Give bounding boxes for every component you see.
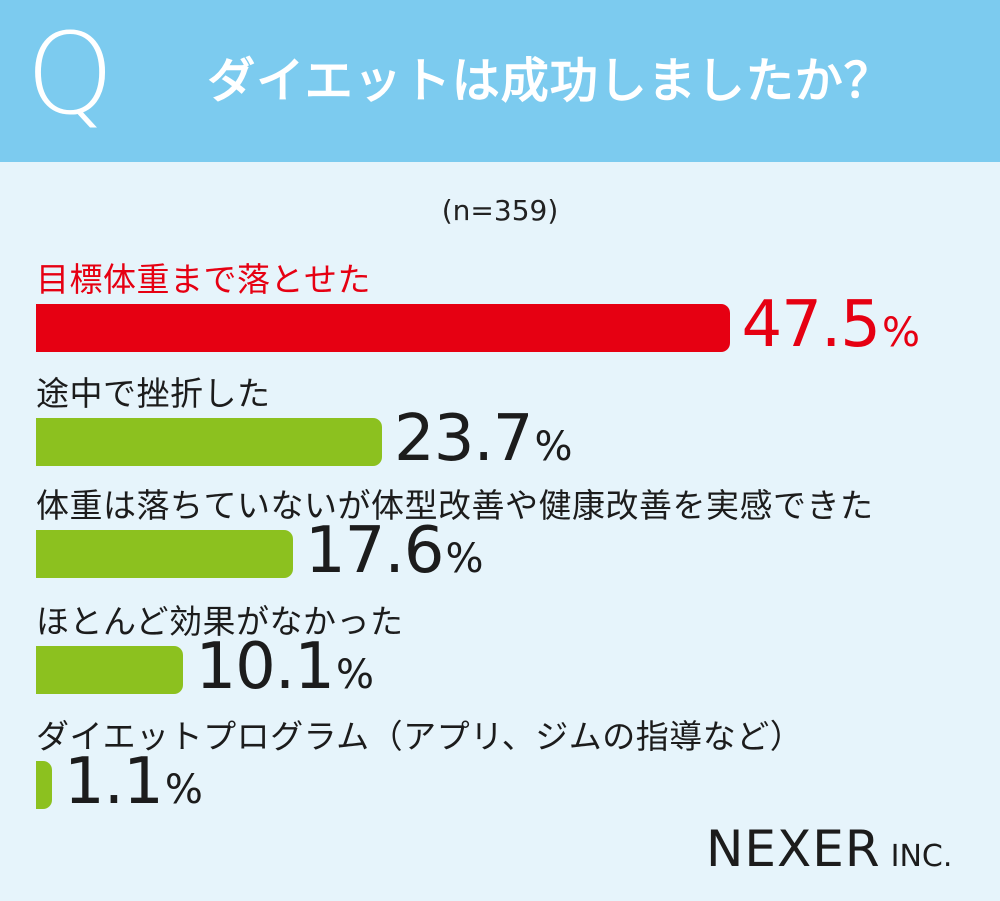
category-label: 体重は落ちていないが体型改善や健康改善を実感できた xyxy=(36,486,874,525)
value-number: 23.7 xyxy=(394,402,533,476)
category-label: 途中で挫折した xyxy=(36,374,271,413)
nexer-logo: NEXER INC. xyxy=(706,820,952,878)
value-number: 10.1 xyxy=(195,630,334,704)
bar xyxy=(36,761,53,809)
value-label: 10.1% xyxy=(195,634,374,716)
percent-sign: % xyxy=(335,652,374,698)
logo-main-text: NEXER xyxy=(706,820,881,878)
category-label: ほとんど効果がなかった xyxy=(36,602,404,641)
bar xyxy=(36,418,383,466)
percent-sign: % xyxy=(445,536,484,582)
question-title: ダイエットは成功しましたか？ xyxy=(207,53,893,109)
question-header: Q ダイエットは成功しましたか？ xyxy=(0,0,1000,162)
value-label: 23.7% xyxy=(394,406,573,488)
percent-sign: % xyxy=(534,424,573,470)
value-label: 17.6% xyxy=(305,518,484,600)
percent-sign: % xyxy=(164,767,203,813)
value-number: 17.6 xyxy=(304,514,444,588)
bar xyxy=(36,646,184,694)
sample-size: (n=359) xyxy=(441,194,559,227)
value-number: 1.1 xyxy=(64,745,164,819)
value-label: 1.1% xyxy=(64,749,203,831)
q-mark: Q xyxy=(26,10,115,140)
bar xyxy=(36,530,293,578)
percent-sign: % xyxy=(882,310,921,356)
category-label: ダイエットプログラム（アプリ、ジムの指導など） xyxy=(36,717,804,756)
category-label: 目標体重まで落とせた xyxy=(36,260,371,299)
value-number: 47.5 xyxy=(741,288,881,362)
logo-sub-text: INC. xyxy=(890,839,953,874)
bar xyxy=(36,304,730,352)
value-label: 47.5% xyxy=(742,292,921,374)
